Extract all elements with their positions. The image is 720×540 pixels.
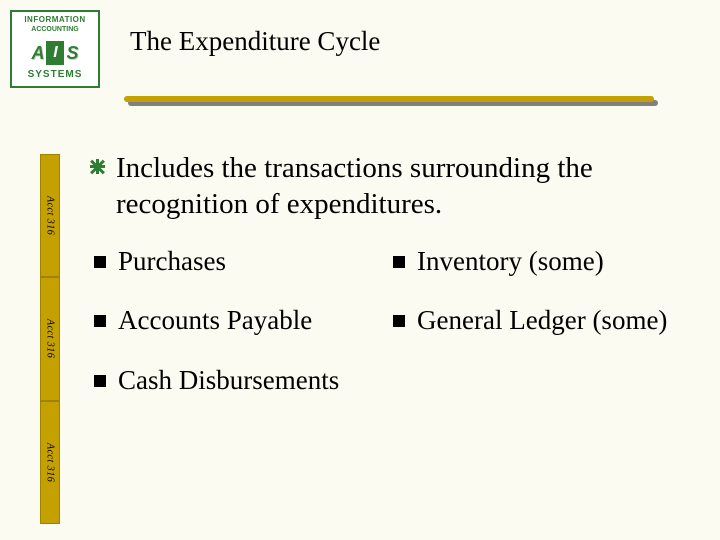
ais-logo: INFORMATION ACCOUNTING A I S SYSTEMS — [10, 10, 100, 88]
sidebar-seg: Acct 316 — [40, 401, 60, 524]
square-bullet-icon — [393, 315, 405, 327]
square-bullet-icon — [393, 256, 405, 268]
list-item: Purchases — [94, 245, 373, 279]
sidebar: Acct 316 Acct 316 Acct 316 — [40, 154, 60, 524]
list-item: General Ledger (some) — [393, 304, 700, 338]
logo-letter-a: A — [31, 43, 44, 64]
logo-letters: A I S — [31, 41, 78, 65]
star-bullet-icon — [90, 159, 106, 175]
square-bullet-icon — [94, 375, 106, 387]
logo-arc2-text: ACCOUNTING — [12, 26, 98, 33]
list-item-label: Cash Disbursements — [118, 364, 339, 398]
intro-row: Includes the transactions surrounding th… — [90, 150, 700, 223]
right-column: Inventory (some) General Ledger (some) — [393, 245, 700, 424]
list-item-label: Accounts Payable — [118, 304, 312, 338]
sidebar-seg: Acct 316 — [40, 277, 60, 400]
columns: Purchases Accounts Payable Cash Disburse… — [94, 245, 700, 424]
logo-letter-s: S — [66, 43, 78, 64]
square-bullet-icon — [94, 256, 106, 268]
title-underline — [124, 96, 654, 102]
logo-bottom-text: SYSTEMS — [28, 69, 83, 80]
slide-content: Includes the transactions surrounding th… — [90, 150, 700, 424]
square-bullet-icon — [94, 315, 106, 327]
sidebar-seg: Acct 316 — [40, 154, 60, 277]
logo-letter-i: I — [46, 41, 64, 65]
logo-arc-text: INFORMATION — [12, 15, 98, 24]
list-item: Inventory (some) — [393, 245, 700, 279]
list-item-label: General Ledger (some) — [417, 304, 667, 338]
intro-text: Includes the transactions surrounding th… — [116, 150, 700, 223]
list-item: Accounts Payable — [94, 304, 373, 338]
left-column: Purchases Accounts Payable Cash Disburse… — [94, 245, 373, 424]
list-item-label: Inventory (some) — [417, 245, 604, 279]
list-item-label: Purchases — [118, 245, 226, 279]
list-item: Cash Disbursements — [94, 364, 373, 398]
slide-title: The Expenditure Cycle — [130, 26, 380, 57]
